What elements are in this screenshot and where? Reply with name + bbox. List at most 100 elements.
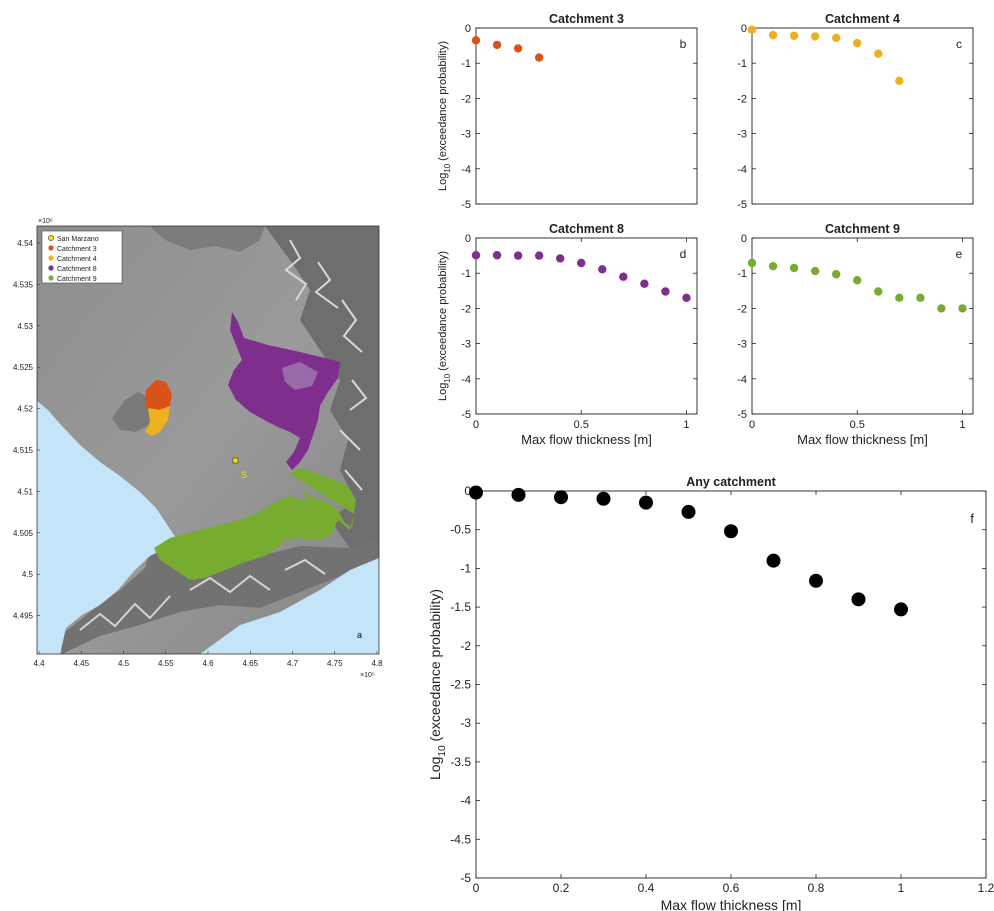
x-tick-label: 0.5 bbox=[574, 419, 589, 431]
x-tick-label: 1 bbox=[683, 419, 689, 431]
map-y-tick-label: 4.535 bbox=[13, 280, 34, 289]
data-point bbox=[958, 304, 967, 313]
sea bbox=[37, 401, 176, 654]
y-tick-label: -5 bbox=[737, 409, 747, 421]
san-marzano-marker-label: S bbox=[241, 470, 247, 480]
map-x-tick-label: 4.4 bbox=[33, 659, 45, 668]
data-point bbox=[851, 592, 866, 607]
data-point bbox=[937, 304, 946, 313]
y-axis-label-subscript: 10 bbox=[437, 745, 448, 757]
data-point bbox=[853, 276, 862, 285]
x-tick-label: 0 bbox=[473, 881, 480, 895]
y-tick-label: -1 bbox=[461, 268, 471, 280]
map-x-tick-label: 4.65 bbox=[242, 659, 258, 668]
map-x-ticks: 4.4 4.45 4.5 4.55 4.6 4.65 4.7 4.75 4.8 bbox=[33, 651, 383, 668]
y-tick-label: 0 bbox=[464, 484, 471, 498]
chart-title: Catchment 8 bbox=[549, 222, 624, 236]
mountain-ridges-east bbox=[284, 239, 368, 491]
data-point bbox=[809, 573, 823, 588]
data-point bbox=[513, 44, 523, 53]
map-y-tick-label: 4.5 bbox=[22, 570, 34, 579]
x-tick-label: 1 bbox=[959, 419, 965, 431]
y-tick-label: -2 bbox=[461, 303, 471, 315]
map-y-ticks: 4.54 4.535 4.53 4.525 4.52 4.515 4.51 4.505 4.5 4… bbox=[13, 239, 40, 621]
map-x-tick-label: 4.8 bbox=[371, 659, 383, 668]
legend-marker-catchment-8 bbox=[48, 265, 54, 271]
y-tick-label: -3 bbox=[461, 339, 471, 351]
x-axis-label: Max flow thickness [m] bbox=[521, 432, 652, 447]
x-tick-label: 0.6 bbox=[723, 881, 740, 895]
y-tick-label: -3 bbox=[460, 716, 471, 730]
data-point bbox=[724, 524, 738, 539]
chart-panel-b: 0 -1 -2 -3 -4 -5 Catchment 3 b Log10 (exceedance… bbox=[437, 12, 698, 211]
map-y-tick-label: 4.52 bbox=[17, 405, 33, 414]
x-tick-label: 0.2 bbox=[553, 881, 570, 895]
data-point bbox=[747, 25, 757, 34]
x-tick-label: 0 bbox=[749, 419, 755, 431]
data-point bbox=[469, 485, 483, 500]
y-tick-label: -1 bbox=[737, 58, 747, 70]
x-axis-label: Max flow thickness [m] bbox=[797, 432, 928, 447]
y-tick-label: 0 bbox=[741, 233, 747, 245]
y-axis-label-rest: (exceedance probability) bbox=[437, 41, 449, 164]
y-tick-label: 0 bbox=[465, 23, 471, 35]
legend-marker-catchment-3 bbox=[48, 245, 54, 251]
y-axis-label: Log10 (exceedance probability) bbox=[437, 251, 452, 401]
chart-title: Catchment 9 bbox=[825, 222, 900, 236]
data-point bbox=[831, 33, 841, 43]
legend-marker-catchment-9 bbox=[48, 275, 54, 281]
map-y-tick-label: 4.505 bbox=[13, 529, 34, 538]
y-axis-label-subscript: 10 bbox=[443, 373, 452, 382]
y-tick-label: -4 bbox=[737, 374, 747, 386]
data-point bbox=[853, 38, 862, 48]
data-point bbox=[895, 76, 904, 86]
map-y-tick-label: 4.51 bbox=[17, 487, 33, 496]
data-point bbox=[681, 504, 696, 519]
y-axis-label: Log10 (exceedance probability) bbox=[437, 41, 452, 191]
x-tick-label: 0.4 bbox=[638, 881, 655, 895]
data-point bbox=[619, 272, 628, 281]
map-y-exponent: ×10⁶ bbox=[38, 218, 53, 225]
y-axis-label-main: Log bbox=[437, 383, 449, 401]
data-point bbox=[640, 279, 649, 288]
y-axis-label-rest: (exceedance probability) bbox=[427, 589, 443, 745]
map-y-tick-label: 4.515 bbox=[13, 446, 34, 455]
sea-south bbox=[200, 558, 379, 654]
y-tick-label: -2 bbox=[460, 639, 471, 653]
x-tick-label: 0.5 bbox=[850, 419, 865, 431]
data-point bbox=[598, 265, 607, 274]
map-y-tick-label: 4.495 bbox=[13, 612, 34, 621]
map-panel-letter: a bbox=[357, 630, 362, 640]
data-point bbox=[789, 263, 799, 273]
peninsula-ridges bbox=[79, 558, 326, 631]
data-point bbox=[471, 251, 481, 260]
data-point bbox=[766, 553, 781, 568]
y-tick-label: -0.5 bbox=[450, 523, 471, 537]
y-axis-label-main: Log bbox=[437, 173, 449, 191]
legend-label-catchment-3: Catchment 3 bbox=[57, 246, 97, 253]
map-x-tick-label: 4.55 bbox=[158, 659, 174, 668]
y-tick-label: 0 bbox=[465, 233, 471, 245]
data-point bbox=[513, 251, 523, 260]
data-point bbox=[810, 32, 820, 41]
map-y-tick-label: 4.525 bbox=[13, 363, 34, 372]
legend-label-catchment-4: Catchment 4 bbox=[57, 256, 97, 263]
data-point bbox=[471, 36, 481, 45]
y-tick-label: -4 bbox=[461, 374, 471, 386]
chart-panel-f: 0-0.5-1-1.5-2-2.5-3-3.5-4-4.5-50 0.2 0.4 0.… bbox=[427, 475, 994, 911]
plot-frame bbox=[751, 237, 974, 415]
legend-label-catchment-8: Catchment 8 bbox=[57, 266, 97, 273]
catchment-8-light-patch bbox=[282, 362, 318, 390]
y-axis-label: Log10 (exceedance probability) bbox=[427, 589, 448, 780]
y-tick-label: -4 bbox=[460, 794, 471, 808]
mountain-relief-north bbox=[150, 226, 265, 252]
data-point bbox=[555, 254, 565, 263]
data-point bbox=[810, 266, 820, 276]
y-tick-label: -4 bbox=[461, 164, 471, 176]
y-tick-label: -3 bbox=[737, 129, 747, 141]
y-tick-label: -1.5 bbox=[450, 600, 471, 614]
